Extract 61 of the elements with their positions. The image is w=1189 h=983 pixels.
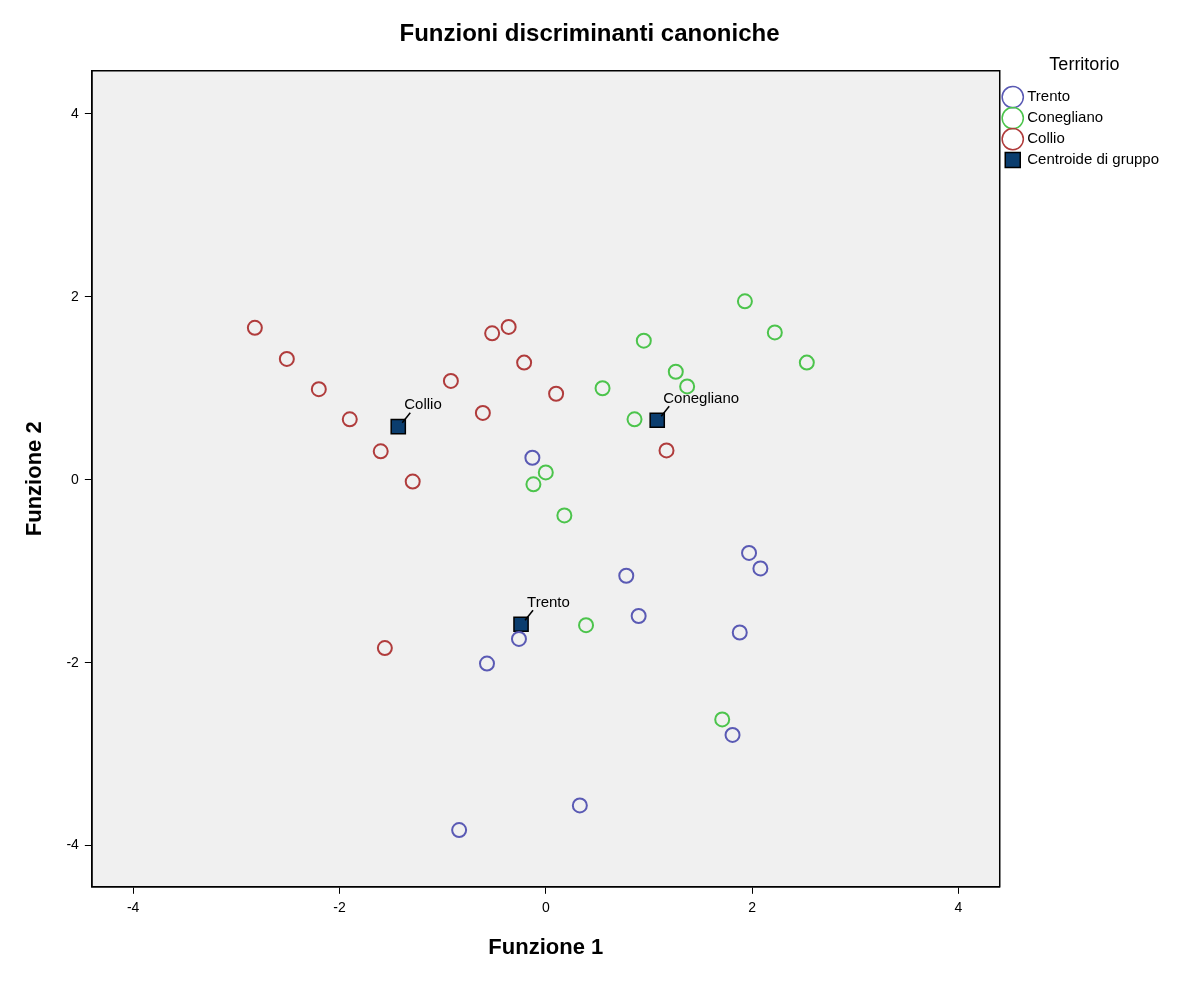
point (500, 318, 517, 335)
point (630, 608, 647, 625)
point (731, 624, 748, 641)
point (442, 372, 459, 389)
point (451, 822, 468, 839)
y-axis-title: Funzione 2 (21, 421, 47, 537)
legend-label: Conegliano (1027, 108, 1104, 126)
point (516, 354, 533, 371)
point (724, 726, 741, 743)
point (278, 350, 295, 367)
x-axis-title: Funzione 1 (488, 933, 604, 959)
point (658, 442, 675, 459)
y-tick-label: 4 (71, 104, 80, 121)
point (484, 325, 501, 342)
point (478, 655, 495, 672)
point (474, 404, 491, 421)
point (736, 293, 753, 310)
legend-label: Centroide di gruppo (1027, 150, 1160, 168)
y-tick-label: 2 (71, 287, 80, 304)
point (548, 385, 565, 402)
point (310, 381, 327, 398)
x-tick-label: -2 (333, 899, 346, 916)
y-tick-label: -2 (66, 653, 80, 670)
point (649, 412, 666, 429)
point (766, 324, 783, 341)
annotation: Trento (527, 592, 570, 610)
point (667, 363, 684, 380)
point (510, 630, 527, 647)
point (578, 617, 595, 634)
point (741, 544, 758, 561)
x-tick-label: 2 (748, 899, 757, 916)
annotation: Conegliano (663, 388, 740, 406)
point (556, 507, 573, 524)
x-tick-label: -4 (126, 899, 140, 916)
legend-title: Territorio (1049, 53, 1120, 74)
point (752, 560, 769, 577)
annotation: Collio (404, 395, 442, 413)
point (246, 319, 263, 336)
point (404, 473, 421, 490)
y-tick-label: 0 (71, 470, 80, 487)
point (635, 332, 652, 349)
point (714, 711, 731, 728)
point (618, 567, 635, 584)
point (372, 443, 389, 460)
point (390, 418, 407, 435)
point (571, 797, 588, 814)
legend-label: Collio (1027, 129, 1065, 147)
point (537, 464, 554, 481)
y-tick-label: -4 (66, 836, 80, 853)
point (524, 449, 541, 466)
x-tick-label: 0 (541, 899, 550, 916)
legend-label: Trento (1027, 87, 1071, 105)
point (626, 411, 643, 428)
point (525, 476, 542, 493)
point (513, 616, 529, 633)
point (798, 354, 815, 371)
point (594, 380, 611, 397)
x-tick-label: 4 (954, 899, 963, 916)
chart-title: Funzioni discriminanti canoniche (399, 19, 780, 47)
point (376, 640, 393, 657)
point (341, 411, 358, 428)
